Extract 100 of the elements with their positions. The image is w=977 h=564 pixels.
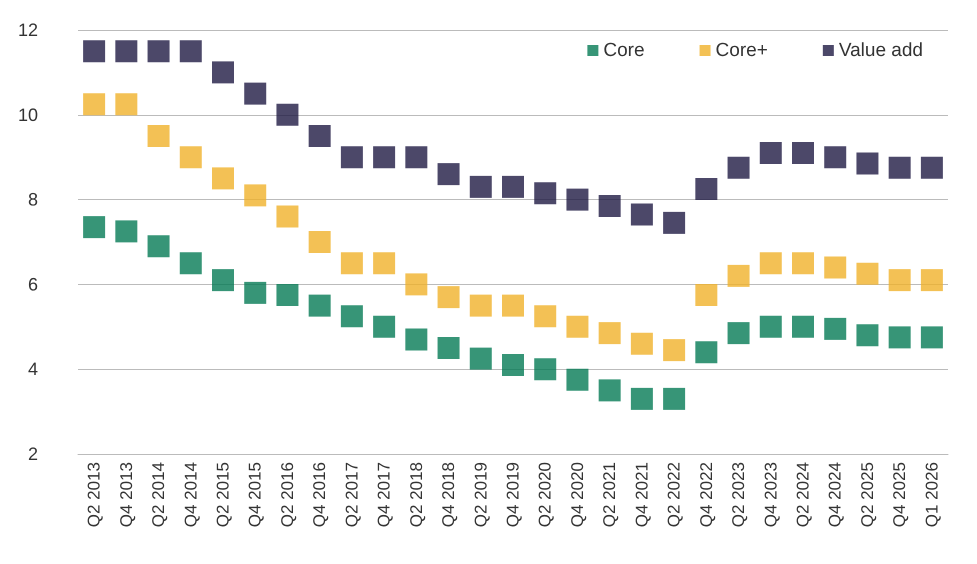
point [340, 146, 363, 168]
x-tick-label: Q4 2024 [826, 462, 845, 528]
point [115, 220, 138, 242]
x-tick-label: Q4 2021 [632, 462, 652, 528]
point [244, 282, 266, 304]
point [340, 305, 363, 328]
point [792, 316, 814, 338]
x-tick-label: Q4 2020 [568, 462, 587, 528]
point [502, 176, 524, 198]
point [888, 326, 911, 348]
point [695, 178, 718, 200]
point [340, 252, 363, 274]
point [180, 146, 202, 168]
x-tick-label: Q4 2025 [890, 462, 910, 528]
point [888, 269, 911, 292]
point [148, 40, 170, 62]
x-tick-label: Q4 2015 [246, 462, 265, 528]
point [760, 252, 782, 274]
point [502, 354, 524, 376]
point [148, 125, 170, 147]
point [405, 328, 428, 351]
point [824, 318, 846, 340]
point [728, 156, 750, 179]
point [83, 93, 106, 116]
point [534, 305, 556, 328]
point [438, 337, 460, 359]
point [212, 61, 234, 84]
point [115, 93, 138, 116]
x-tick-label: Q2 2022 [664, 462, 684, 528]
x-tick-label: Q2 2015 [214, 462, 232, 528]
x-tick-label: Q4 2016 [310, 462, 330, 528]
point [83, 216, 106, 238]
point [534, 182, 556, 204]
y-tick-label: 2 [28, 444, 38, 464]
point [566, 368, 588, 391]
point [728, 322, 750, 344]
point [598, 194, 621, 217]
legend-label: Core+ [716, 40, 768, 61]
point [566, 316, 588, 338]
point [244, 82, 266, 105]
point [276, 284, 298, 306]
point [630, 388, 653, 410]
point [276, 104, 298, 126]
point [373, 146, 396, 168]
x-tick-label: Q2 2013 [84, 462, 104, 528]
point [824, 256, 846, 278]
point [308, 294, 331, 317]
point [728, 264, 750, 287]
point [760, 142, 782, 164]
x-tick-label: Q4 2018 [439, 462, 458, 528]
point [760, 316, 782, 338]
x-tick-label: Q2 2020 [536, 462, 555, 528]
x-tick-label: Q4 2014 [181, 462, 200, 528]
y-tick-label: 6 [28, 274, 38, 294]
y-tick-label: 8 [28, 190, 38, 210]
point [470, 294, 492, 317]
point [920, 156, 943, 179]
x-tick-label: Q2 2021 [600, 462, 620, 528]
point [502, 294, 524, 317]
point [792, 142, 814, 164]
point [888, 156, 911, 179]
x-tick-label: Q2 2019 [471, 462, 490, 528]
x-tick-label: Q4 2017 [374, 462, 394, 528]
x-tick-label: Q4 2022 [696, 462, 716, 528]
point [824, 146, 846, 168]
legend-label: Value add [838, 40, 924, 61]
point [630, 203, 653, 226]
point [212, 269, 234, 292]
point [308, 125, 331, 147]
x-tick-label: Q4 2019 [504, 462, 522, 528]
point [180, 252, 202, 274]
point [405, 273, 428, 296]
point [695, 341, 718, 364]
legend-label: Core [603, 40, 645, 61]
point [212, 167, 234, 190]
x-tick-label: Q2 2023 [729, 462, 748, 528]
point [598, 322, 621, 344]
point [856, 152, 878, 175]
point [470, 176, 492, 198]
point [856, 262, 878, 285]
point [663, 212, 686, 234]
point [373, 316, 396, 338]
x-tick-label: Q2 2016 [278, 462, 297, 528]
x-tick-label: Q2 2018 [406, 462, 426, 528]
point [405, 146, 428, 168]
point [438, 163, 460, 186]
y-tick-label: 10 [18, 104, 38, 125]
x-tick-label: Q2 2025 [858, 462, 877, 528]
x-tick-label: Q1 2026 [922, 462, 942, 528]
point [792, 252, 814, 274]
point [470, 348, 492, 370]
point [663, 339, 686, 362]
point [148, 235, 170, 258]
point [920, 326, 943, 348]
y-tick-label: 4 [28, 359, 38, 380]
point [276, 206, 298, 228]
point [663, 388, 686, 410]
point [534, 358, 556, 380]
point [83, 40, 106, 62]
x-tick-label: Q4 2013 [116, 462, 136, 528]
